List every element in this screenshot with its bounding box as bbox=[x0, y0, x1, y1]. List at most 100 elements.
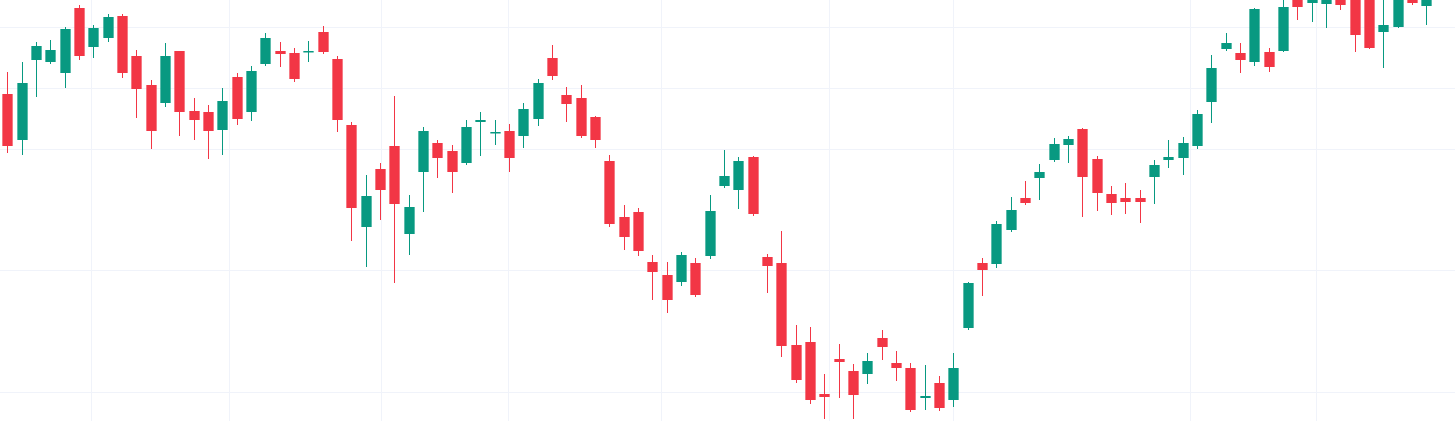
candle-body bbox=[963, 283, 974, 328]
candle-body bbox=[1321, 0, 1332, 4]
candle-body bbox=[748, 157, 759, 214]
candle-body bbox=[934, 383, 945, 408]
candle-body bbox=[819, 394, 830, 397]
candle-body bbox=[948, 368, 959, 400]
candle-body bbox=[733, 161, 744, 190]
candle-body bbox=[1020, 198, 1031, 203]
candle-body bbox=[1407, 0, 1418, 3]
candle-body bbox=[146, 85, 157, 131]
candle-body bbox=[1063, 139, 1074, 145]
candle-body bbox=[848, 371, 859, 395]
candle-body bbox=[17, 83, 28, 140]
candle-body bbox=[676, 255, 687, 282]
candle-body bbox=[447, 151, 458, 172]
candle-body bbox=[518, 109, 529, 136]
candle-body bbox=[432, 143, 443, 158]
candle-body bbox=[1421, 0, 1432, 6]
candle-body bbox=[877, 338, 888, 347]
candle-body bbox=[174, 51, 185, 112]
candle-body bbox=[1235, 53, 1246, 60]
candle-body bbox=[547, 58, 558, 76]
candle-body bbox=[1092, 159, 1103, 193]
candle-body bbox=[1106, 194, 1117, 203]
candle-body bbox=[1378, 25, 1389, 32]
candle-body bbox=[490, 132, 501, 134]
candle-body bbox=[131, 56, 142, 89]
candle-body bbox=[633, 212, 644, 251]
candle-body bbox=[418, 131, 429, 172]
candle-body bbox=[275, 51, 286, 54]
candle-body bbox=[31, 46, 42, 60]
candle-body bbox=[561, 95, 572, 104]
candle-body bbox=[346, 125, 357, 208]
candle-body bbox=[203, 112, 214, 131]
candle-body bbox=[662, 275, 673, 300]
candle-body bbox=[289, 53, 300, 79]
candle-body bbox=[1335, 0, 1346, 5]
candle-body bbox=[103, 17, 114, 38]
candle-body bbox=[977, 263, 988, 270]
candle-body bbox=[461, 127, 472, 163]
candle-body bbox=[834, 359, 845, 362]
candle-body bbox=[1149, 165, 1160, 177]
candle-body bbox=[475, 120, 486, 122]
candle-body bbox=[74, 8, 85, 56]
candle-body bbox=[533, 83, 544, 119]
candle-body bbox=[232, 77, 243, 119]
candle-body bbox=[1077, 129, 1088, 177]
candle-body bbox=[1163, 157, 1174, 160]
candle-body bbox=[1307, 0, 1318, 3]
candle-body bbox=[361, 196, 372, 227]
candle-body bbox=[504, 131, 515, 158]
candle-body bbox=[590, 117, 601, 140]
candle-body bbox=[1135, 198, 1146, 202]
candle-body bbox=[303, 51, 314, 53]
candle-body bbox=[1120, 198, 1131, 202]
candle-body bbox=[862, 361, 873, 374]
candle-body bbox=[1278, 7, 1289, 51]
candle-body bbox=[332, 59, 343, 120]
candle-body bbox=[1178, 143, 1189, 158]
candle-body bbox=[776, 263, 787, 346]
candle-body bbox=[160, 56, 171, 103]
candle-body bbox=[1264, 52, 1275, 67]
candle-body bbox=[805, 342, 816, 400]
candle-body bbox=[260, 38, 271, 64]
candle-body bbox=[1364, 0, 1375, 48]
candle-body bbox=[246, 71, 257, 112]
candle-body bbox=[619, 217, 630, 237]
candle-body bbox=[604, 161, 615, 224]
candle-body bbox=[719, 176, 730, 186]
candle-body bbox=[920, 396, 931, 398]
candle-body bbox=[1393, 0, 1404, 27]
candle-body bbox=[318, 32, 329, 52]
candle-body bbox=[60, 29, 71, 73]
candle-body bbox=[2, 94, 13, 146]
candle-body bbox=[1049, 144, 1060, 160]
candle-body bbox=[88, 28, 99, 47]
candle-body bbox=[891, 363, 902, 368]
candle-body bbox=[762, 257, 773, 266]
candle-body bbox=[1206, 68, 1217, 102]
candle-body bbox=[45, 50, 56, 62]
candle-body bbox=[905, 368, 916, 410]
candle-body bbox=[791, 345, 802, 380]
candle-body bbox=[690, 263, 701, 295]
candle-body bbox=[404, 207, 415, 234]
candle-body bbox=[217, 101, 228, 130]
candle-body bbox=[375, 169, 386, 190]
candle-body bbox=[1292, 0, 1303, 7]
candle-body bbox=[705, 211, 716, 256]
candle-body bbox=[647, 262, 658, 272]
candle-body bbox=[1249, 9, 1260, 62]
candle-body bbox=[1006, 210, 1017, 230]
candle-body bbox=[576, 98, 587, 136]
candle-body bbox=[1034, 172, 1045, 178]
candle-body bbox=[1192, 114, 1203, 146]
candle-body bbox=[991, 224, 1002, 264]
candle-body bbox=[1221, 43, 1232, 49]
candle-body bbox=[389, 146, 400, 204]
candle-body bbox=[117, 16, 128, 73]
